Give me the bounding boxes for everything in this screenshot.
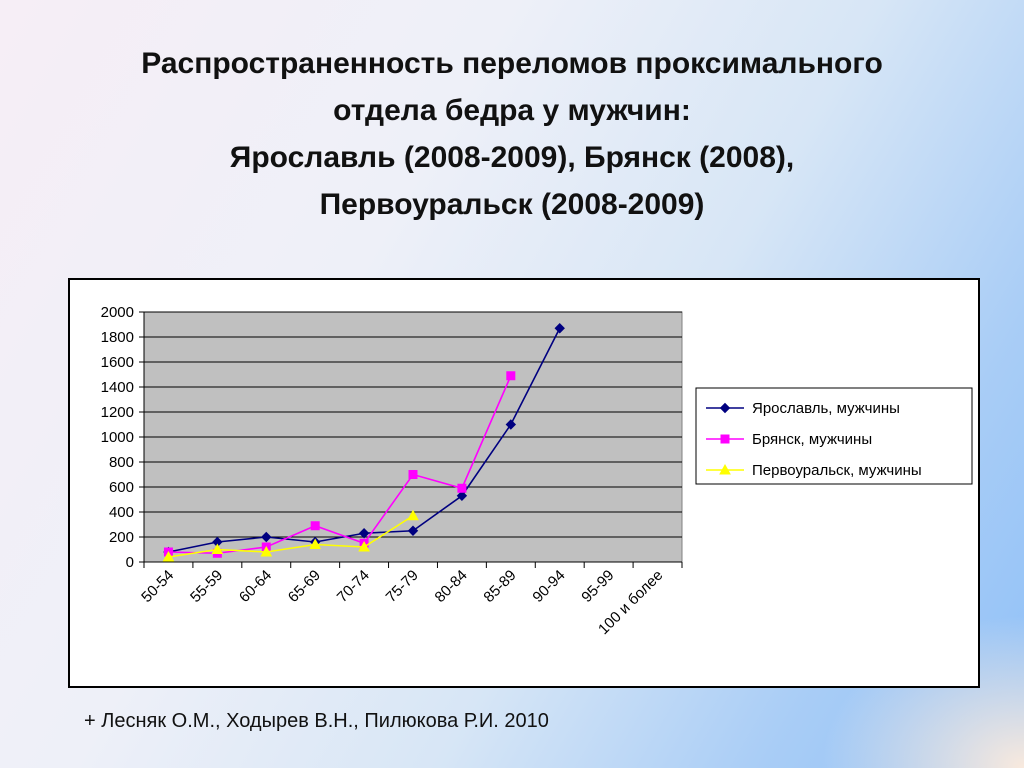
data-point	[358, 540, 370, 552]
x-tick-label: 85-89	[480, 567, 519, 606]
data-point	[162, 550, 175, 562]
x-tick-label: 65-69	[285, 567, 324, 606]
legend: Ярославль, мужчины Брянск, мужчины Первоур…	[695, 387, 973, 485]
series-3	[162, 509, 419, 562]
x-tick-label: 90-94	[529, 567, 568, 606]
x-tick-label: 50-54	[138, 567, 177, 606]
data-point	[358, 528, 370, 539]
legend-marker	[719, 463, 731, 475]
data-point	[408, 470, 418, 479]
x-tick-label: 95-99	[578, 567, 617, 606]
data-point	[261, 531, 272, 543]
chart-container: 0 200 400 600 800 1000 1200 1400 1600 1800 2000 50-…	[68, 278, 980, 688]
y-tick-label: 1000	[101, 429, 134, 446]
x-tick-label: 75-79	[383, 567, 422, 606]
title-line-2: отдела бедра у мужчин:	[333, 94, 691, 127]
legend-label: Первоуральск, мужчины	[752, 462, 922, 479]
data-point	[506, 371, 516, 381]
y-tick-label: 2000	[101, 304, 134, 321]
line-chart: 0 200 400 600 800 1000 1200 1400 1600 1800 2000 50-…	[101, 304, 973, 638]
x-tick-label: 60-64	[236, 567, 275, 606]
y-tick-label: 600	[109, 479, 134, 496]
title-line-1: Распространенность переломов проксимальн…	[141, 47, 883, 80]
y-tick-label: 1600	[101, 354, 134, 371]
legend-label: Ярославль, мужчины	[752, 400, 900, 417]
legend-label: Брянск, мужчины	[752, 431, 872, 448]
source-citation: + Лесняк О.М., Ходырев В.Н., Пилюкова Р.…	[84, 710, 549, 732]
y-tick-label: 0	[126, 554, 134, 571]
y-tick-label: 1400	[101, 379, 134, 396]
legend-marker	[719, 402, 731, 414]
x-tick-label: 70-74	[334, 567, 373, 606]
data-point	[211, 543, 224, 554]
data-point	[310, 521, 320, 531]
y-tick-label: 800	[109, 454, 134, 471]
data-point	[505, 419, 517, 430]
legend-box	[695, 387, 973, 485]
series-line	[168, 375, 512, 555]
x-tick-label: 55-59	[187, 567, 226, 606]
data-point	[407, 525, 419, 536]
y-tick-label: 1200	[101, 404, 134, 421]
legend-marker	[720, 434, 730, 444]
x-tick-label: 80-84	[432, 567, 471, 606]
data-point	[407, 509, 419, 521]
data-point	[554, 323, 565, 334]
title-line-4: Первоуральск (2008-2009)	[319, 188, 705, 221]
data-point	[309, 538, 322, 549]
y-tick-label: 200	[109, 529, 134, 546]
title-line-3: Ярославль (2008-2009), Брянск (2008),	[229, 141, 795, 174]
data-point	[260, 545, 273, 557]
series-line	[168, 515, 414, 558]
data-point	[456, 490, 468, 501]
y-tick-label: 1800	[101, 329, 134, 346]
y-tick-label: 400	[109, 504, 134, 521]
data-point	[457, 483, 467, 493]
slide-title: Распространенность переломов проксимальн…	[40, 40, 984, 228]
